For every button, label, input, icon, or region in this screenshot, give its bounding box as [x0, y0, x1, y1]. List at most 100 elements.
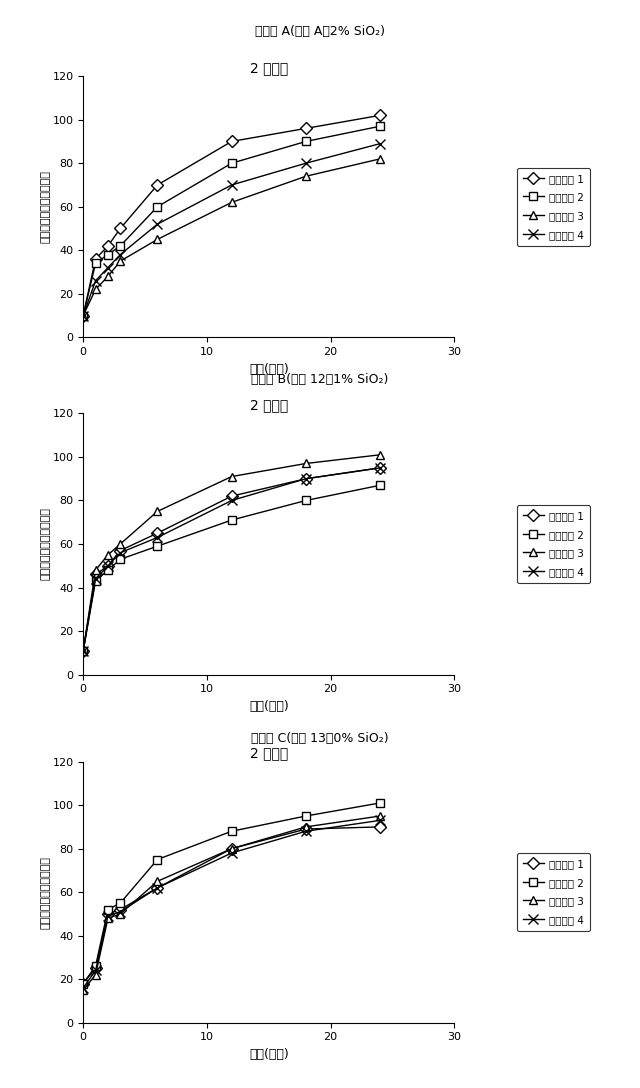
- カプセル 2: [92, 257, 99, 270]
- カプセル 4: [104, 261, 112, 274]
- カプセル 1: [79, 644, 87, 657]
- カプセル 1: [376, 820, 384, 833]
- カプセル 3: [376, 809, 384, 823]
- カプセル 4: [154, 218, 161, 231]
- カプセル 4: [154, 531, 161, 544]
- Y-axis label: 放出された薬物の累積％: 放出された薬物の累積％: [41, 171, 51, 243]
- カプセル 3: [376, 152, 384, 165]
- カプセル 4: [79, 309, 87, 322]
- カプセル 3: [228, 470, 236, 483]
- カプセル 1: [79, 977, 87, 990]
- カプセル 3: [79, 309, 87, 322]
- Legend: カプセル 1, カプセル 2, カプセル 3, カプセル 4: カプセル 1, カプセル 2, カプセル 3, カプセル 4: [517, 853, 590, 931]
- カプセル 3: [116, 907, 124, 920]
- カプセル 2: [79, 644, 87, 657]
- Line: カプセル 4: カプセル 4: [78, 816, 385, 992]
- カプセル 3: [104, 912, 112, 925]
- Text: パネル B(製剤 12～1% SiO₂): パネル B(製剤 12～1% SiO₂): [252, 373, 388, 386]
- カプセル 3: [92, 564, 99, 577]
- Line: カプセル 3: カプセル 3: [79, 154, 385, 320]
- カプセル 4: [376, 137, 384, 150]
- カプセル 4: [92, 572, 99, 585]
- Line: カプセル 3: カプセル 3: [79, 812, 385, 994]
- カプセル 4: [302, 157, 310, 170]
- カプセル 3: [79, 984, 87, 997]
- カプセル 4: [116, 905, 124, 918]
- カプセル 1: [302, 122, 310, 135]
- カプセル 2: [104, 564, 112, 577]
- カプセル 3: [154, 875, 161, 888]
- カプセル 4: [302, 825, 310, 838]
- カプセル 3: [302, 820, 310, 833]
- カプセル 3: [302, 457, 310, 470]
- カプセル 3: [92, 283, 99, 296]
- カプセル 3: [302, 170, 310, 183]
- カプセル 2: [228, 825, 236, 838]
- カプセル 3: [154, 233, 161, 246]
- カプセル 1: [92, 568, 99, 581]
- カプセル 3: [79, 644, 87, 657]
- カプセル 1: [228, 490, 236, 503]
- カプセル 2: [154, 200, 161, 213]
- カプセル 2: [104, 903, 112, 916]
- カプセル 1: [376, 461, 384, 474]
- カプセル 2: [302, 135, 310, 148]
- カプセル 1: [116, 903, 124, 916]
- カプセル 2: [228, 514, 236, 527]
- Text: パネル A(参照 A～2% SiO₂): パネル A(参照 A～2% SiO₂): [255, 25, 385, 38]
- カプセル 4: [376, 814, 384, 827]
- カプセル 3: [228, 842, 236, 855]
- カプセル 1: [92, 252, 99, 265]
- カプセル 4: [228, 178, 236, 191]
- カプセル 4: [79, 981, 87, 994]
- カプセル 1: [79, 309, 87, 322]
- Line: カプセル 2: カプセル 2: [79, 122, 385, 320]
- X-axis label: 時間(時間): 時間(時間): [249, 362, 289, 375]
- カプセル 2: [302, 494, 310, 507]
- カプセル 3: [116, 537, 124, 551]
- Line: カプセル 2: カプセル 2: [79, 481, 385, 655]
- カプセル 1: [104, 239, 112, 252]
- カプセル 1: [92, 962, 99, 975]
- X-axis label: 時間(時間): 時間(時間): [249, 1048, 289, 1061]
- カプセル 2: [302, 809, 310, 823]
- カプセル 3: [92, 968, 99, 981]
- カプセル 2: [228, 157, 236, 170]
- カプセル 2: [376, 479, 384, 492]
- カプセル 4: [104, 559, 112, 572]
- カプセル 1: [116, 222, 124, 235]
- カプセル 3: [376, 448, 384, 461]
- カプセル 4: [104, 910, 112, 923]
- カプセル 2: [104, 248, 112, 261]
- カプセル 4: [92, 964, 99, 977]
- Line: カプセル 1: カプセル 1: [79, 823, 385, 988]
- カプセル 4: [376, 461, 384, 474]
- カプセル 2: [79, 977, 87, 990]
- カプセル 1: [228, 135, 236, 148]
- カプセル 1: [228, 842, 236, 855]
- Line: カプセル 2: カプセル 2: [79, 799, 385, 988]
- カプセル 1: [116, 544, 124, 557]
- カプセル 4: [228, 846, 236, 860]
- カプセル 2: [92, 960, 99, 973]
- カプセル 4: [154, 881, 161, 894]
- カプセル 2: [376, 120, 384, 133]
- Title: 2 型溶解: 2 型溶解: [250, 61, 288, 75]
- カプセル 2: [154, 853, 161, 866]
- カプセル 3: [228, 196, 236, 209]
- カプセル 2: [116, 897, 124, 910]
- Line: カプセル 1: カプセル 1: [79, 463, 385, 655]
- カプセル 1: [104, 907, 112, 920]
- カプセル 4: [302, 472, 310, 485]
- カプセル 3: [104, 548, 112, 561]
- Legend: カプセル 1, カプセル 2, カプセル 3, カプセル 4: カプセル 1, カプセル 2, カプセル 3, カプセル 4: [517, 505, 590, 583]
- カプセル 1: [104, 559, 112, 572]
- カプセル 2: [92, 574, 99, 588]
- Line: カプセル 1: カプセル 1: [79, 111, 385, 320]
- カプセル 4: [79, 644, 87, 657]
- Line: カプセル 4: カプセル 4: [78, 139, 385, 320]
- カプセル 3: [104, 270, 112, 283]
- Line: カプセル 3: カプセル 3: [79, 450, 385, 655]
- カプセル 1: [154, 881, 161, 894]
- カプセル 4: [92, 274, 99, 287]
